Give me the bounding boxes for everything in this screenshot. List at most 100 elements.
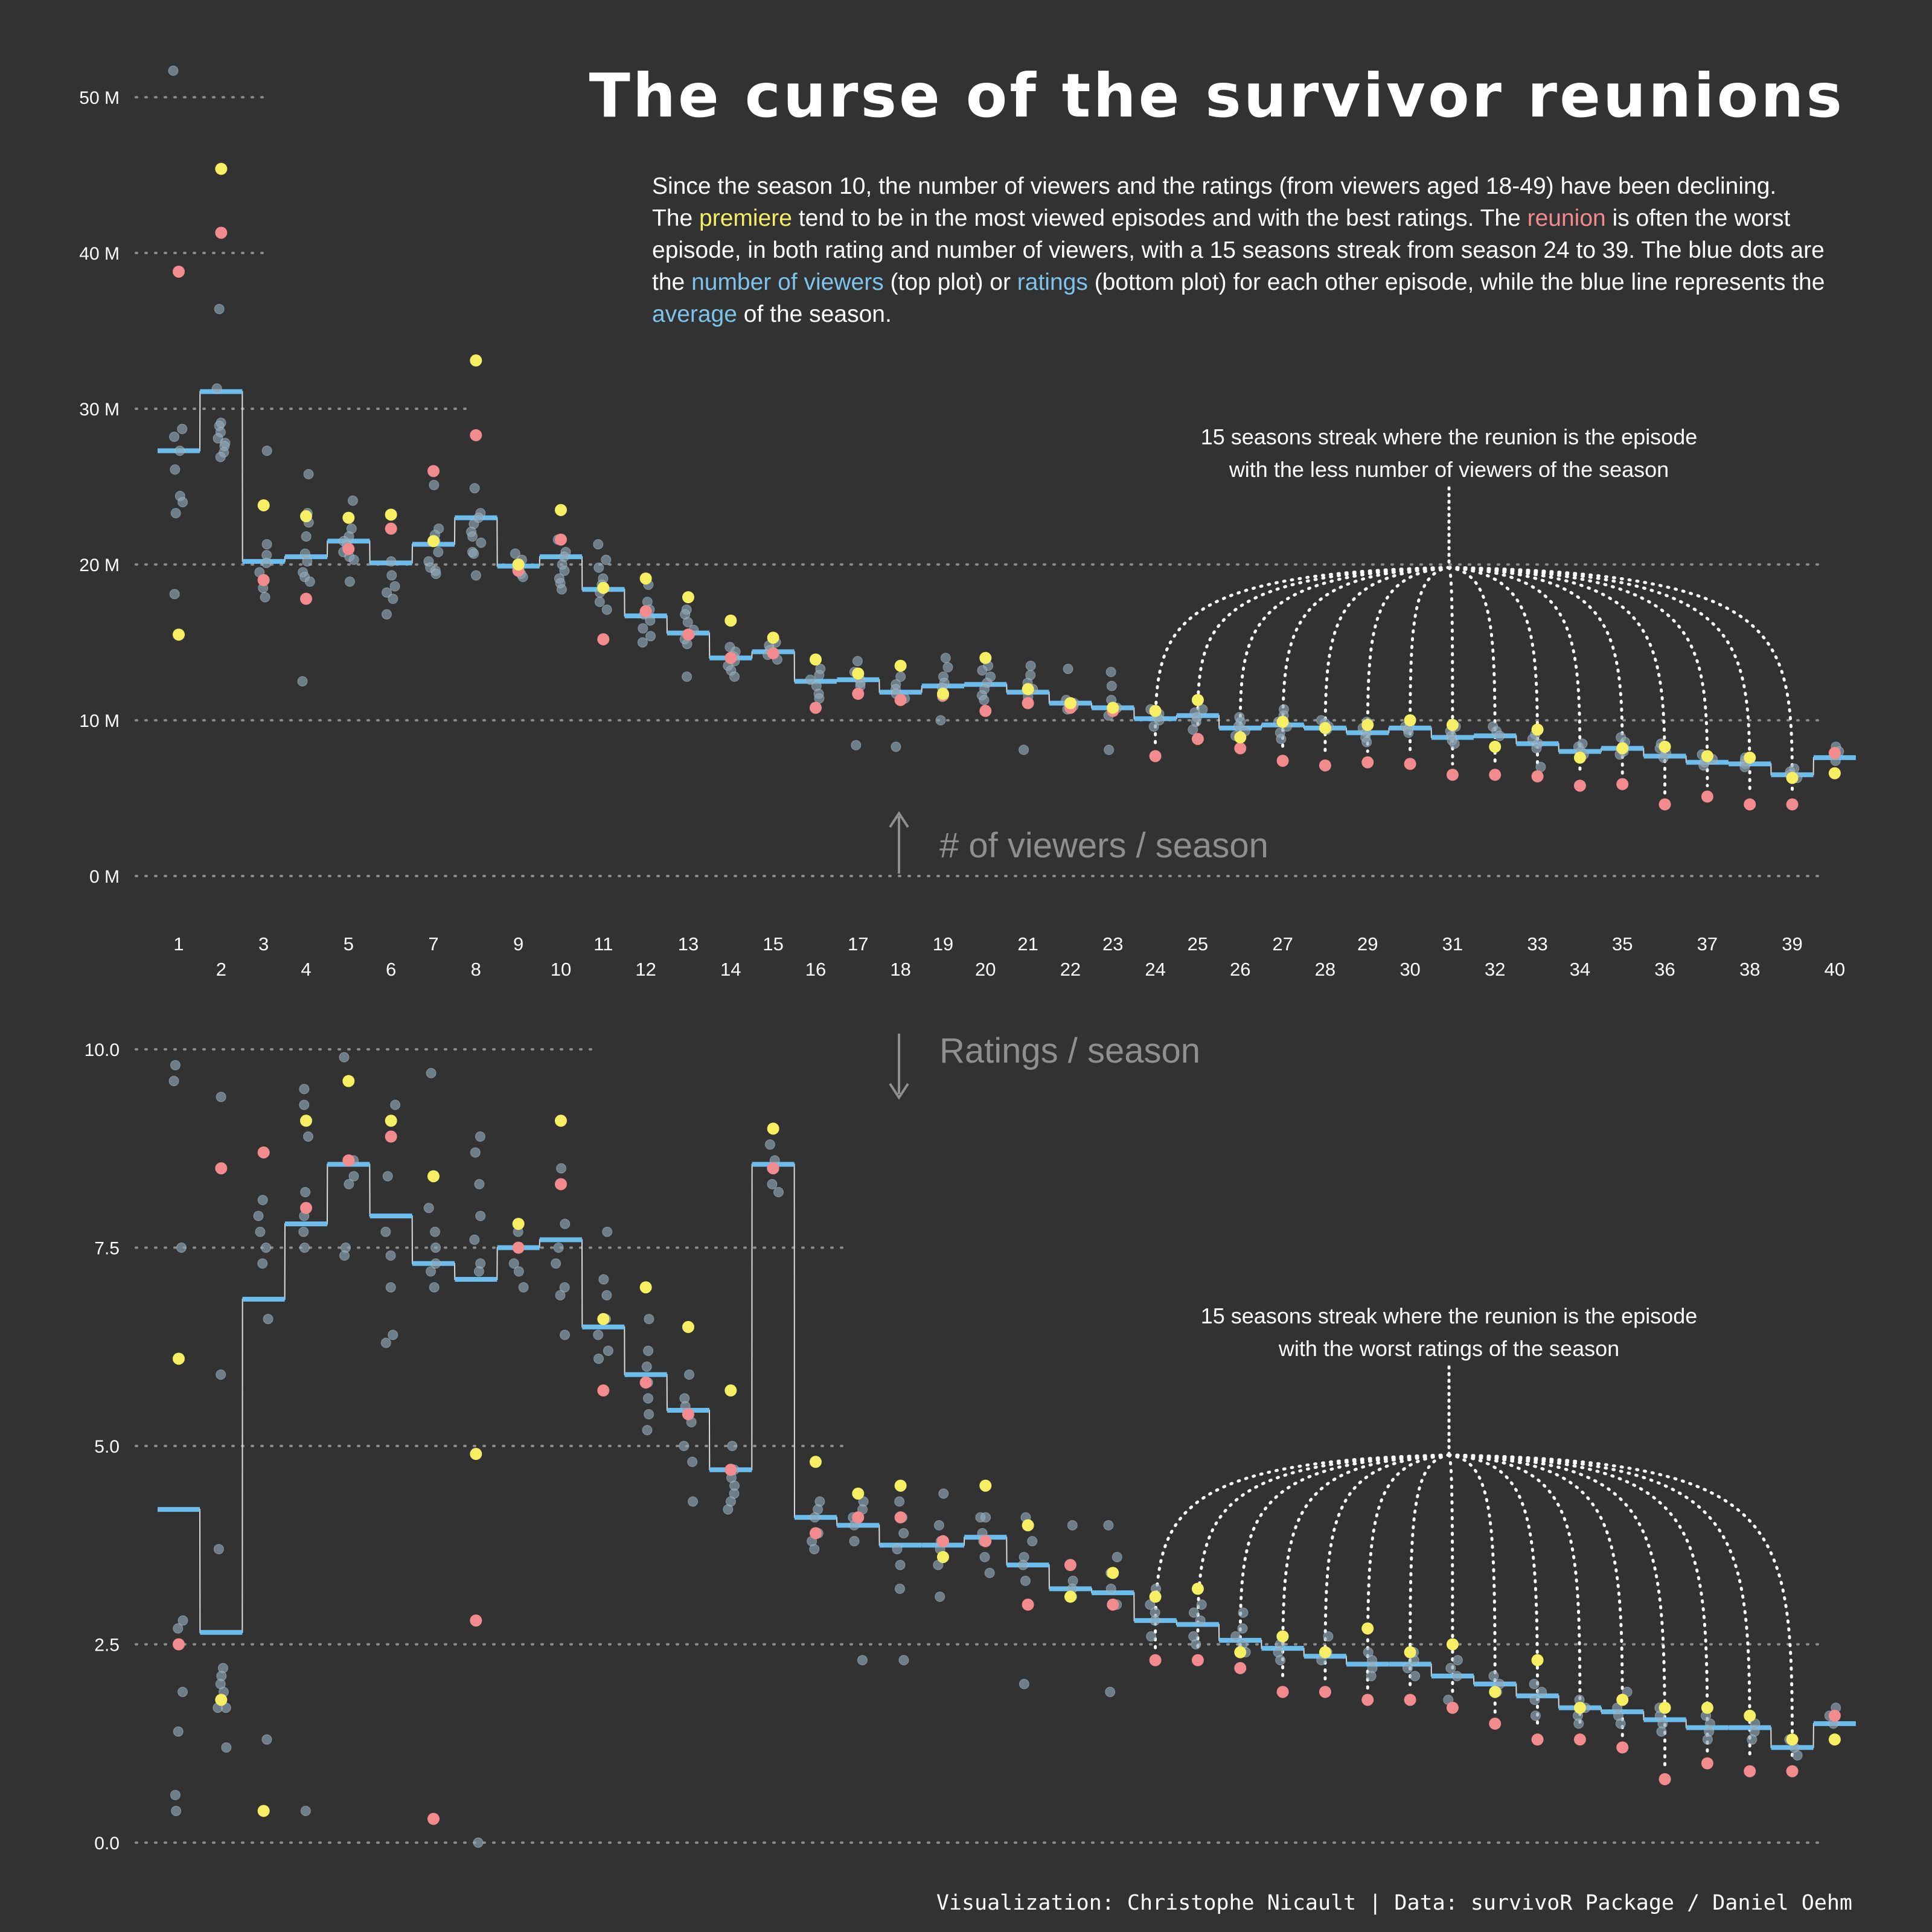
y-tick-label: 40 M bbox=[79, 244, 120, 264]
episode-point bbox=[1494, 731, 1505, 741]
reunion-point bbox=[639, 1376, 652, 1389]
intro-text-part: tend to be in the most viewed episodes a… bbox=[792, 205, 1527, 231]
episode-point bbox=[1018, 1559, 1029, 1570]
premiere-point bbox=[342, 1075, 355, 1087]
premiere-point bbox=[1744, 751, 1756, 764]
episode-point bbox=[1366, 1671, 1377, 1681]
season-label: 3 bbox=[258, 933, 269, 955]
episode-point bbox=[513, 1266, 524, 1277]
episode-point bbox=[940, 653, 951, 664]
season-label: 29 bbox=[1357, 933, 1378, 955]
reunion-point bbox=[682, 1408, 694, 1421]
episode-point bbox=[211, 383, 222, 394]
episode-point bbox=[1025, 661, 1036, 671]
episode-point bbox=[299, 1099, 310, 1110]
episode-point bbox=[380, 1226, 391, 1237]
episode-point bbox=[469, 1234, 480, 1245]
y-tick-label: 10.0 bbox=[85, 1040, 120, 1060]
episode-point bbox=[1656, 1726, 1667, 1737]
annotation-connector bbox=[1447, 566, 1667, 795]
premiere-point bbox=[1573, 751, 1586, 764]
premiere-point bbox=[1361, 718, 1374, 731]
premiere-point bbox=[682, 1320, 694, 1333]
annotation-connector bbox=[1154, 566, 1451, 747]
premiere-point bbox=[1786, 1733, 1799, 1746]
premiere-point bbox=[470, 354, 482, 367]
episode-point bbox=[1702, 1734, 1713, 1745]
premiere-point bbox=[299, 510, 312, 523]
intro-text-part: (bottom plot) for each other episode, wh… bbox=[1087, 269, 1825, 295]
episode-point bbox=[814, 670, 825, 680]
annotation-connector bbox=[1447, 1453, 1624, 1738]
episode-point bbox=[593, 1353, 604, 1364]
season-label: 40 bbox=[1825, 959, 1845, 980]
episode-point bbox=[894, 1584, 905, 1595]
episode-point bbox=[429, 479, 440, 490]
season-label: 18 bbox=[890, 959, 910, 980]
page-title: The curse of the survivor reunions bbox=[589, 60, 1844, 131]
reunion-point bbox=[470, 1614, 482, 1627]
episode-point bbox=[304, 576, 315, 587]
season-label: 13 bbox=[678, 933, 699, 955]
episode-point bbox=[977, 665, 988, 676]
premiere-point bbox=[1404, 714, 1416, 726]
episode-point bbox=[303, 469, 314, 479]
reunion-point bbox=[1828, 747, 1841, 760]
episode-point bbox=[767, 1179, 778, 1189]
premiere-point bbox=[724, 614, 737, 627]
episode-point bbox=[1403, 728, 1414, 738]
annotation-connector bbox=[1447, 566, 1751, 795]
premiere-point bbox=[1744, 1709, 1756, 1722]
season-label: 16 bbox=[805, 959, 826, 980]
reunion-point bbox=[1616, 1741, 1629, 1754]
episode-point bbox=[1146, 1631, 1157, 1642]
reunion-point bbox=[979, 1535, 992, 1547]
episode-point bbox=[348, 1171, 359, 1182]
episode-point bbox=[980, 1512, 991, 1523]
reunion-point bbox=[597, 633, 610, 645]
reunion-point bbox=[767, 647, 779, 660]
episode-point bbox=[1020, 1575, 1031, 1586]
y-tick-label: 30 M bbox=[79, 400, 120, 420]
episode-point bbox=[895, 1559, 906, 1570]
episode-point bbox=[1019, 1678, 1029, 1689]
reunion-point bbox=[1022, 1598, 1034, 1611]
season-label: 5 bbox=[344, 933, 354, 955]
premiere-point bbox=[852, 667, 865, 680]
season-label: 34 bbox=[1570, 959, 1590, 980]
premiere-point bbox=[1489, 1686, 1502, 1698]
premiere-point bbox=[342, 511, 355, 524]
episode-point bbox=[385, 1250, 396, 1261]
episode-point bbox=[1067, 1520, 1078, 1531]
reunion-point bbox=[1446, 769, 1459, 781]
episode-point bbox=[300, 1187, 311, 1198]
episode-point bbox=[216, 1092, 226, 1102]
episode-point bbox=[470, 570, 481, 581]
episode-point bbox=[388, 593, 398, 604]
episode-point bbox=[598, 1274, 609, 1285]
episode-point bbox=[386, 556, 397, 567]
annotation-connector bbox=[1447, 566, 1624, 775]
ratings-panel: 0.0 2.5 5.0 7.5 10.0 15 seasons streak where … bbox=[85, 1040, 1856, 1854]
episode-point bbox=[177, 1686, 188, 1697]
premiere-point bbox=[1489, 740, 1502, 753]
premiere-point bbox=[215, 162, 228, 175]
episode-point bbox=[344, 576, 355, 587]
episode-point bbox=[518, 1282, 529, 1293]
episode-point bbox=[430, 1243, 441, 1253]
episode-point bbox=[1104, 744, 1115, 755]
reunion-point bbox=[1319, 1686, 1331, 1698]
episode-point bbox=[178, 497, 188, 508]
season-label: 25 bbox=[1188, 933, 1208, 955]
reunion-point bbox=[1191, 732, 1204, 745]
season-label: 4 bbox=[301, 959, 311, 980]
episode-point bbox=[805, 674, 816, 685]
average-connector-line bbox=[158, 1163, 1856, 1748]
premiere-point bbox=[1149, 705, 1162, 717]
reunion-point bbox=[809, 1527, 822, 1540]
episode-point bbox=[682, 616, 693, 627]
episode-point bbox=[1188, 1607, 1199, 1618]
premiere-point bbox=[215, 1694, 228, 1706]
episode-point bbox=[170, 1790, 181, 1800]
episode-point bbox=[555, 1290, 566, 1300]
